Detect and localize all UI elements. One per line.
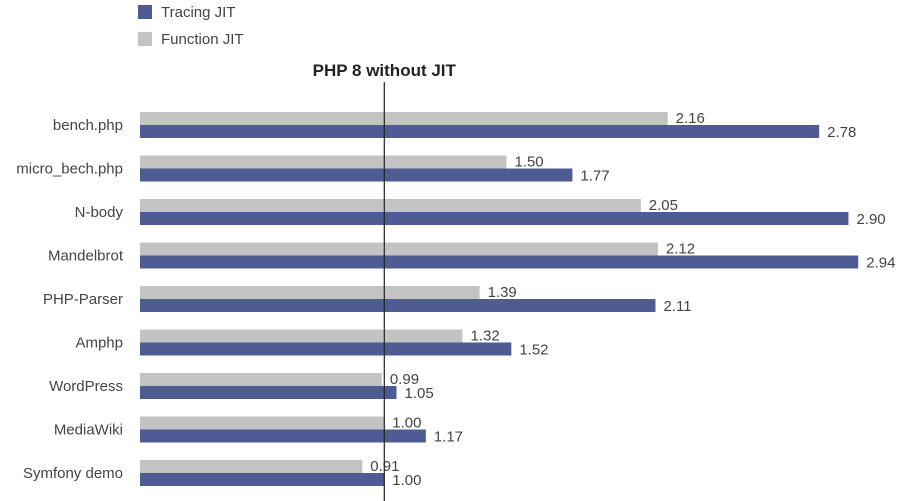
value-label-function-jit: 2.05 bbox=[649, 197, 678, 214]
bar-function-jit bbox=[140, 242, 658, 256]
reference-line-label: PHP 8 without JIT bbox=[313, 61, 457, 80]
legend-swatch-2 bbox=[138, 32, 152, 46]
legend-label-1: Tracing JIT bbox=[161, 4, 235, 21]
bar-tracing-jit bbox=[140, 342, 512, 356]
bar-tracing-jit bbox=[140, 473, 385, 486]
bar-tracing-jit bbox=[140, 429, 426, 443]
value-label-function-jit: 2.12 bbox=[666, 241, 695, 258]
category-label: MediaWiki bbox=[54, 422, 123, 439]
category-label: Amphp bbox=[75, 335, 123, 352]
value-label-tracing-jit: 1.05 bbox=[405, 385, 434, 402]
value-label-function-jit: 1.50 bbox=[514, 154, 543, 171]
bar-function-jit bbox=[140, 416, 385, 430]
reference-line-group: PHP 8 without JIT bbox=[313, 61, 457, 501]
bar-function-jit bbox=[140, 329, 463, 343]
category-label: PHP-Parser bbox=[43, 291, 123, 308]
bar-tracing-jit bbox=[140, 168, 573, 182]
bar-function-jit bbox=[140, 373, 382, 386]
value-label-tracing-jit: 2.94 bbox=[866, 255, 895, 272]
value-label-tracing-jit: 1.17 bbox=[434, 429, 463, 446]
bars-group: 2.16 2.78 1.50 1.77 2.05 2.90 2.12 2.94 1.39 2.11… bbox=[140, 110, 895, 489]
value-label-function-jit: 2.16 bbox=[676, 110, 705, 127]
value-label-function-jit: 1.32 bbox=[470, 328, 499, 345]
value-label-tracing-jit: 1.77 bbox=[580, 168, 609, 185]
category-label: micro_bech.php bbox=[16, 161, 123, 178]
category-label: N-body bbox=[75, 204, 124, 221]
value-label-function-jit: 1.39 bbox=[488, 284, 517, 301]
value-label-tracing-jit: 2.78 bbox=[827, 124, 856, 141]
bar-function-jit bbox=[140, 286, 480, 299]
bar-tracing-jit bbox=[140, 299, 656, 312]
category-label: Symfony demo bbox=[23, 465, 123, 482]
bar-function-jit bbox=[140, 199, 641, 212]
bar-tracing-jit bbox=[140, 255, 859, 269]
bar-function-jit bbox=[140, 112, 668, 125]
category-label: WordPress bbox=[49, 378, 123, 395]
bar-function-jit bbox=[140, 460, 363, 473]
value-label-function-jit: 0.99 bbox=[390, 371, 419, 388]
legend-label-2: Function JIT bbox=[161, 31, 244, 48]
legend: Tracing JIT Function JIT bbox=[138, 4, 244, 48]
bar-tracing-jit bbox=[140, 125, 820, 138]
value-label-function-jit: 0.91 bbox=[370, 458, 399, 475]
value-label-function-jit: 1.00 bbox=[392, 415, 421, 432]
category-labels: bench.php micro_bech.php N-body Mandelbrot P… bbox=[16, 117, 124, 482]
value-label-tracing-jit: 2.11 bbox=[663, 298, 691, 315]
bar-tracing-jit bbox=[140, 212, 849, 225]
category-label: bench.php bbox=[53, 117, 123, 134]
value-label-tracing-jit: 1.00 bbox=[392, 472, 421, 489]
bar-function-jit bbox=[140, 155, 507, 169]
bar-tracing-jit bbox=[140, 386, 397, 399]
value-label-tracing-jit: 2.90 bbox=[856, 211, 885, 228]
category-label: Mandelbrot bbox=[48, 248, 124, 265]
value-label-tracing-jit: 1.52 bbox=[519, 342, 548, 359]
legend-swatch-1 bbox=[138, 5, 152, 19]
